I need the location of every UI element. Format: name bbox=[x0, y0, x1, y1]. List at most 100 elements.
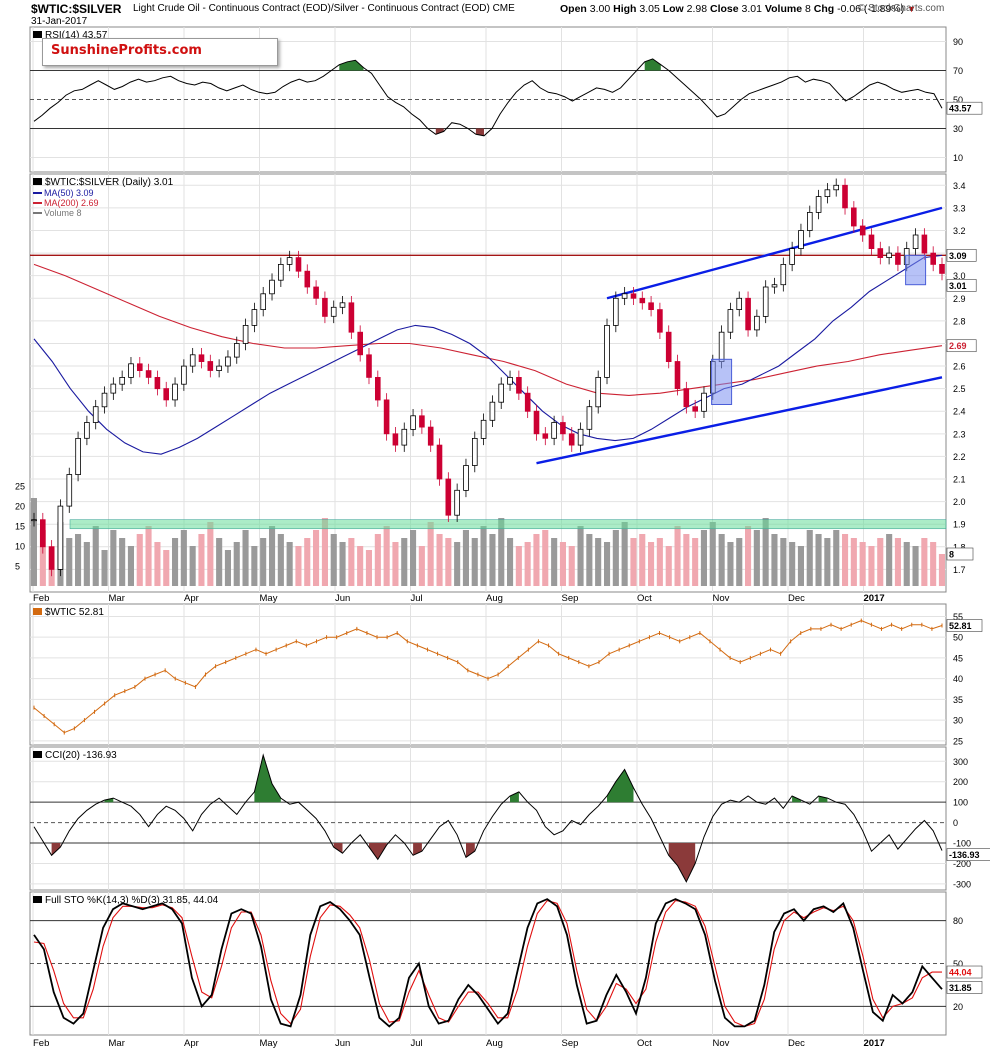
x-tick-label: Aug bbox=[486, 593, 503, 604]
candle-body bbox=[895, 252, 901, 265]
chart-symbol: $WTIC:$SILVER bbox=[31, 2, 121, 16]
volume-bar bbox=[507, 538, 514, 586]
volume-bar bbox=[418, 546, 425, 586]
candle-body bbox=[859, 225, 866, 236]
volume-bar bbox=[665, 546, 672, 586]
y-tick-label: 45 bbox=[953, 653, 963, 663]
chart-date: 31-Jan-2017 bbox=[31, 16, 87, 27]
x-tick-label: Feb bbox=[33, 593, 49, 604]
volume-bar bbox=[515, 546, 522, 586]
rsi-value-label: 43.57 bbox=[949, 104, 972, 114]
candle-body bbox=[886, 252, 892, 259]
volume-bar bbox=[436, 534, 443, 586]
y-tick-label: 2.6 bbox=[953, 362, 966, 372]
y-tick-label: 50 bbox=[953, 95, 963, 105]
rsi-legend-swatch bbox=[33, 31, 42, 38]
volume-bar bbox=[612, 530, 619, 586]
volume-bar bbox=[365, 550, 372, 586]
candle-body bbox=[754, 315, 760, 331]
volume-bar bbox=[930, 542, 937, 586]
symbol: $WTIC:$SILVER bbox=[31, 2, 122, 16]
stockcharts-watermark: © StockCharts.com bbox=[858, 3, 944, 14]
volume-bar bbox=[136, 534, 143, 586]
candle-body bbox=[480, 419, 487, 439]
candle-body bbox=[489, 401, 496, 421]
volume-bar bbox=[833, 530, 840, 586]
ma50-value-label: 3.09 bbox=[949, 251, 967, 261]
chart-description: Light Crude Oil - Continuous Contract (E… bbox=[133, 3, 515, 14]
x-tick-label: Apr bbox=[184, 1038, 199, 1049]
stoch-title: Full STO %K(14,3) %D(3) 31.85, 44.04 bbox=[45, 895, 219, 906]
y-tick-label: -200 bbox=[953, 859, 971, 869]
candle-body bbox=[233, 343, 240, 358]
y-tick-label: 50 bbox=[953, 633, 963, 643]
volume-bar bbox=[392, 542, 399, 586]
y-tick-label: 100 bbox=[953, 798, 968, 808]
cci-positive-fill bbox=[510, 791, 519, 803]
candle-body bbox=[516, 376, 522, 394]
close-value: 3.01 bbox=[741, 3, 762, 15]
volume-bar bbox=[471, 538, 478, 586]
volume-y-tick-label: 15 bbox=[15, 522, 25, 532]
x-tick-label: May bbox=[260, 1038, 278, 1049]
price-title: $WTIC:$SILVER (Daily) 3.01 bbox=[45, 177, 174, 188]
x-tick-label: Dec bbox=[788, 593, 805, 604]
y-tick-label: 2.8 bbox=[953, 316, 966, 326]
volume-bar bbox=[110, 530, 117, 586]
volume-bar bbox=[595, 538, 602, 586]
candle-body bbox=[807, 211, 813, 231]
volume-bar bbox=[66, 538, 73, 586]
candle-body bbox=[119, 376, 126, 385]
candle-body bbox=[75, 437, 81, 475]
volume-bar bbox=[321, 518, 328, 586]
volume-bar bbox=[745, 526, 752, 586]
candle-body bbox=[181, 365, 187, 385]
wtic-title: $WTIC 52.81 bbox=[45, 607, 104, 618]
candle-body bbox=[877, 248, 884, 259]
volume-label: Volume bbox=[764, 3, 803, 15]
candle-body bbox=[216, 365, 222, 372]
exchange: CME bbox=[492, 3, 515, 14]
cci-negative-fill bbox=[333, 843, 343, 854]
volume-bar bbox=[542, 530, 549, 586]
candle-body bbox=[727, 309, 734, 333]
candle-body bbox=[172, 383, 178, 401]
highlight-box bbox=[905, 254, 927, 286]
candle-body bbox=[339, 302, 346, 308]
x-tick-label: Aug bbox=[486, 1038, 503, 1049]
volume-bar bbox=[180, 530, 187, 586]
candle-body bbox=[401, 428, 408, 446]
candle-body bbox=[374, 376, 381, 401]
y-tick-label: 1.7 bbox=[953, 565, 966, 575]
stoch-legend-swatch bbox=[33, 896, 42, 903]
y-tick-label: 30 bbox=[953, 716, 963, 726]
y-tick-label: 2.2 bbox=[953, 452, 966, 462]
cci-negative-fill bbox=[51, 843, 61, 856]
candle-body bbox=[674, 361, 681, 390]
rsi-title: RSI(14) 43.57 bbox=[45, 30, 108, 41]
volume-bar bbox=[145, 526, 152, 586]
candle-body bbox=[577, 428, 584, 446]
y-tick-label: 1.8 bbox=[953, 542, 966, 552]
volume-bar bbox=[401, 538, 408, 586]
candle-body bbox=[604, 324, 610, 378]
candle-body bbox=[198, 354, 205, 362]
close-value-label-bg bbox=[946, 279, 977, 292]
volume-bar bbox=[313, 530, 320, 586]
candle-body bbox=[436, 444, 443, 480]
volume-bar bbox=[207, 522, 214, 586]
volume-bar bbox=[639, 534, 646, 586]
rsi-overbought-fill bbox=[644, 58, 661, 71]
wtic-value-label: 52.81 bbox=[949, 621, 972, 631]
cci-value-label: -136.93 bbox=[949, 850, 980, 860]
volume-bar bbox=[559, 542, 566, 586]
candle-body bbox=[824, 189, 831, 198]
candle-body bbox=[639, 297, 646, 304]
candle-body bbox=[410, 415, 416, 430]
watermark-text: © StockCharts.com bbox=[858, 3, 945, 14]
candle-body bbox=[692, 406, 698, 412]
volume-bar bbox=[780, 538, 787, 586]
candle-body bbox=[718, 331, 725, 363]
ma50-value-label-bg bbox=[946, 249, 977, 262]
volume-bar bbox=[912, 546, 919, 586]
